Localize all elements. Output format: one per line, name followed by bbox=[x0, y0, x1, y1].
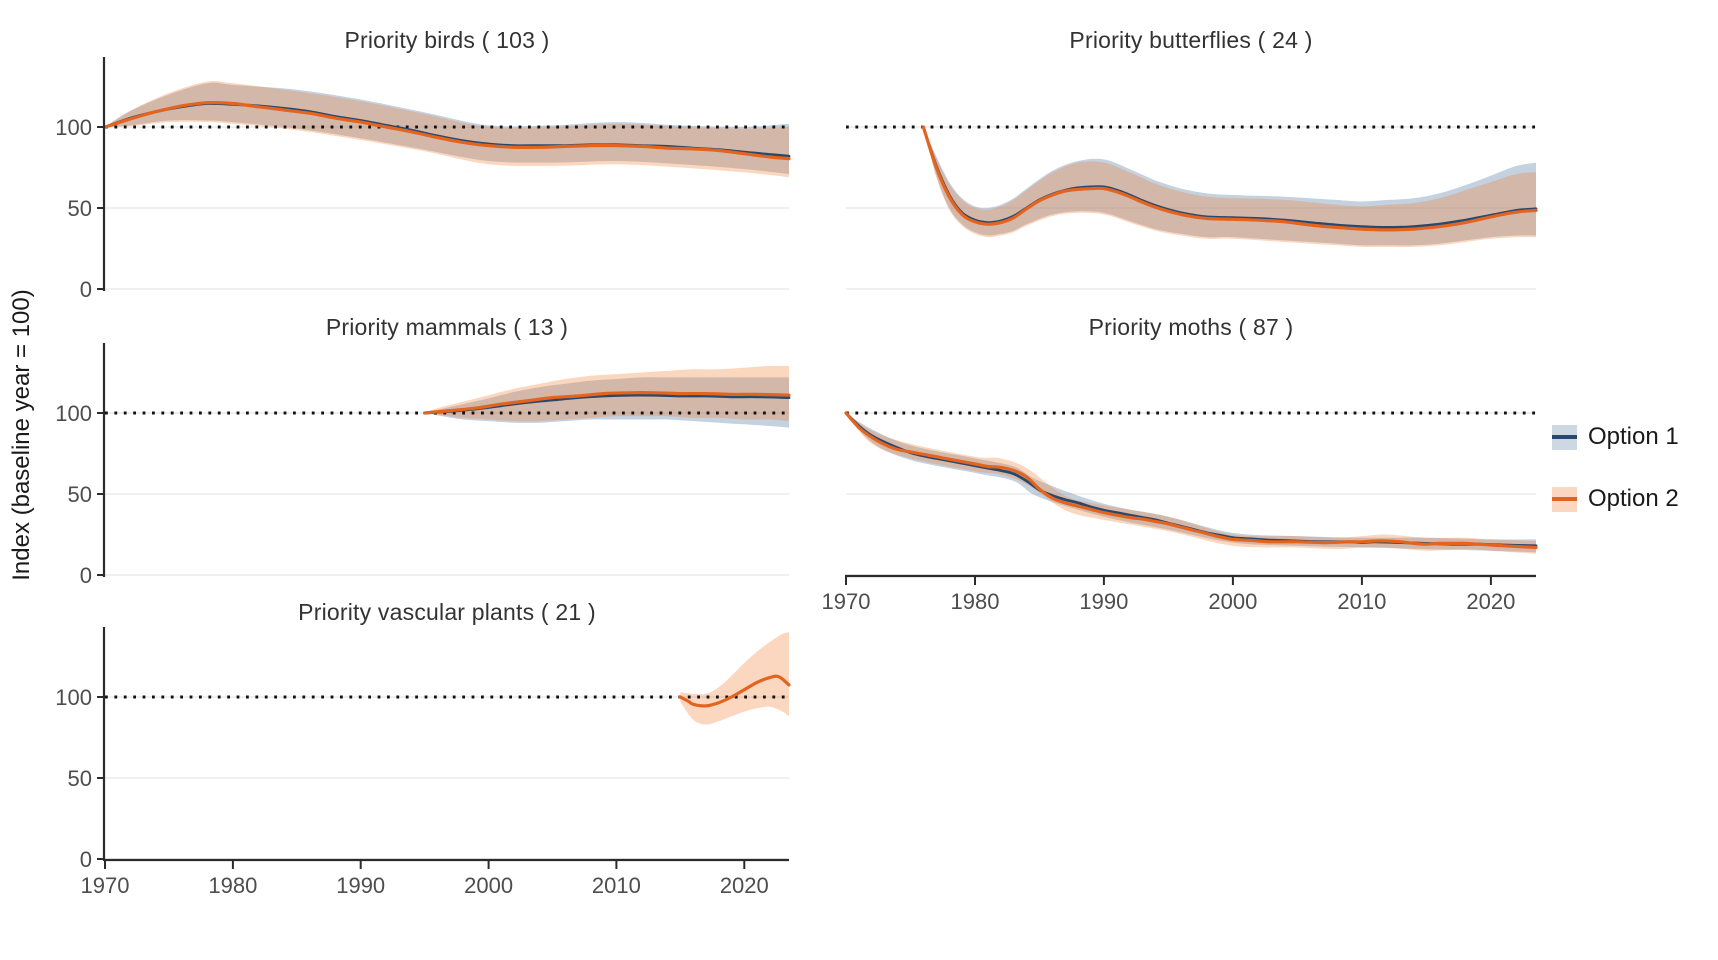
legend-label-option-2: Option 2 bbox=[1588, 485, 1679, 512]
panel-title-priority-mammals: Priority mammals ( 13 ) bbox=[325, 314, 569, 340]
panel-title-priority-moths: Priority moths ( 87 ) bbox=[1088, 314, 1294, 340]
x-tick-label: 1980 bbox=[208, 873, 257, 898]
option-2-confidence-band bbox=[680, 632, 789, 725]
y-tick-label: 0 bbox=[80, 563, 92, 588]
panel-priority-mammals: 0 50 100 bbox=[55, 343, 791, 588]
x-tick-label: 1970 bbox=[822, 589, 871, 614]
legend-item-option-2: Option 2 bbox=[1552, 485, 1679, 512]
panel-priority-birds: 0 50 100 bbox=[55, 57, 791, 302]
option-2-line bbox=[921, 125, 1538, 232]
x-tick-label: 2000 bbox=[1208, 589, 1257, 614]
x-tick-label: 1990 bbox=[336, 873, 385, 898]
option-2-line-swatch-icon bbox=[1552, 497, 1577, 501]
option-1-band-swatch-icon bbox=[1552, 424, 1577, 450]
x-tick-label: 2010 bbox=[592, 873, 641, 898]
option-2-confidence-band bbox=[846, 413, 1536, 554]
legend-label-option-1: Option 1 bbox=[1588, 423, 1679, 450]
option-1-confidence-band bbox=[923, 127, 1536, 246]
y-tick-label: 50 bbox=[68, 196, 92, 221]
option-1-line-swatch-icon bbox=[1552, 435, 1577, 439]
option-1-confidence-band bbox=[846, 413, 1536, 553]
y-axis-label: Index (baseline year = 100) bbox=[8, 289, 35, 581]
option-2-confidence-band bbox=[923, 127, 1536, 248]
y-tick-label: 100 bbox=[55, 115, 92, 140]
y-tick-label: 100 bbox=[55, 401, 92, 426]
x-tick-label: 1980 bbox=[951, 589, 1000, 614]
panel-priority-butterflies bbox=[846, 125, 1538, 290]
panel-title-priority-vascular-plants: Priority vascular plants ( 21 ) bbox=[298, 599, 596, 625]
y-tick-label: 0 bbox=[80, 277, 92, 302]
x-tick-label: 1970 bbox=[81, 873, 130, 898]
panel-title-priority-butterflies: Priority butterflies ( 24 ) bbox=[1069, 27, 1313, 53]
legend-item-option-1: Option 1 bbox=[1552, 423, 1679, 450]
option-2-confidence-band bbox=[105, 80, 789, 178]
x-tick-label: 2020 bbox=[720, 873, 769, 898]
y-tick-label: 50 bbox=[68, 766, 92, 791]
panel-priority-moths: 1970 1980 1990 2000 2010 2020 bbox=[822, 411, 1538, 614]
panel-priority-vascular-plants: 0 50 100 1970 1980 1990 2000 2010 2020 bbox=[55, 627, 791, 898]
x-tick-label: 2000 bbox=[464, 873, 513, 898]
y-tick-label: 0 bbox=[80, 847, 92, 872]
panel-title-priority-birds: Priority birds ( 103 ) bbox=[344, 27, 550, 53]
legend: Option 1 Option 2 bbox=[1552, 423, 1679, 548]
option-2-line bbox=[678, 674, 791, 708]
option-2-band-swatch-icon bbox=[1552, 486, 1577, 512]
y-tick-label: 50 bbox=[68, 482, 92, 507]
option-2-line bbox=[423, 391, 791, 415]
option-1-confidence-band bbox=[105, 82, 789, 174]
x-tick-label: 1990 bbox=[1079, 589, 1128, 614]
option-2-line bbox=[103, 100, 791, 161]
x-tick-label: 2020 bbox=[1466, 589, 1515, 614]
y-tick-label: 100 bbox=[55, 685, 92, 710]
x-tick-label: 2010 bbox=[1337, 589, 1386, 614]
option-1-confidence-band bbox=[424, 377, 789, 428]
option-2-line bbox=[844, 411, 1538, 550]
